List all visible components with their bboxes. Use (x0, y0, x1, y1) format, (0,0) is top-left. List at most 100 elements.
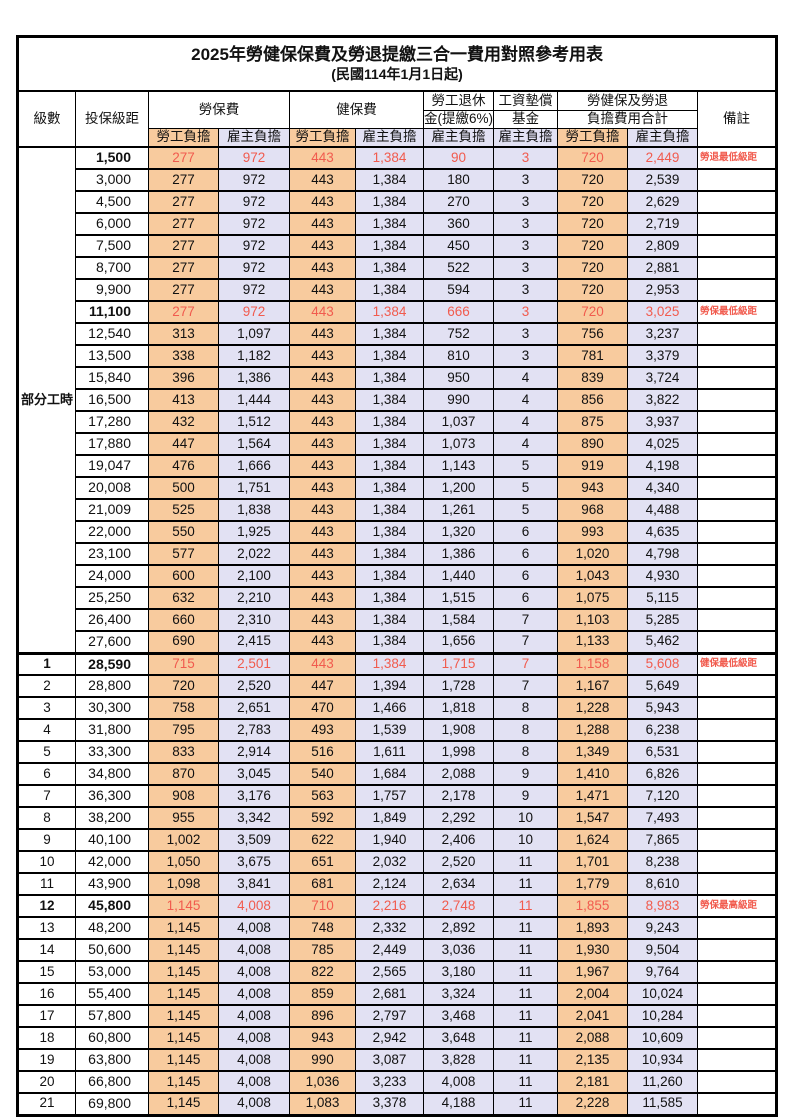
grade-cell: 17 (17, 1004, 76, 1028)
labor-employer-cell: 972 (218, 234, 290, 258)
total-employee-cell: 1,133 (557, 630, 628, 654)
wage-fund-employer-cell: 6 (493, 520, 558, 544)
health-employer-cell: 1,384 (355, 256, 424, 280)
pension-employer-cell: 3,828 (423, 1048, 494, 1072)
health-employee-cell: 443 (289, 278, 356, 302)
total-employer-cell: 8,983 (627, 894, 698, 918)
remark-cell (696, 234, 778, 258)
table-row: 8,700 277 972 443 1,384 522 3 720 2,881 (18, 256, 778, 280)
total-employee-cell: 1,103 (557, 608, 628, 632)
total-employee-cell: 993 (557, 520, 628, 544)
table-row: 7 36,300 908 3,176 563 1,757 2,178 9 1,471 7,120 (17, 784, 778, 808)
total-employee-cell: 1,893 (557, 916, 628, 940)
pension-employer-cell: 4,008 (423, 1070, 494, 1094)
pension-employer-cell: 1,728 (423, 674, 494, 698)
table-row: 12 45,800 1,145 4,008 710 2,216 2,748 11 1,855 8,… (17, 894, 778, 918)
table-row: 20 66,800 1,145 4,008 1,036 3,233 4,008 11 2,181… (17, 1070, 778, 1094)
wage-fund-employer-cell: 11 (493, 1048, 558, 1072)
bracket-cell: 15,840 (75, 366, 149, 390)
total-employee-cell: 1,471 (557, 784, 628, 808)
labor-employer-cell: 4,008 (218, 1026, 290, 1050)
labor-employer-cell: 4,008 (218, 960, 290, 984)
health-employee-cell: 516 (289, 740, 356, 764)
remark-cell (696, 586, 778, 610)
total-employer-cell: 2,719 (627, 212, 698, 236)
health-employee-cell: 443 (289, 542, 356, 566)
labor-employer-cell: 2,022 (218, 542, 290, 566)
wage-fund-employer-cell: 6 (493, 564, 558, 588)
labor-employee-cell: 1,145 (148, 938, 219, 962)
pension-employer-cell: 90 (423, 146, 494, 170)
column-header-bracket: 投保級距 (75, 90, 149, 148)
total-employer-cell: 5,115 (627, 586, 698, 610)
remark-cell (696, 740, 778, 764)
labor-employer-cell: 1,444 (218, 388, 290, 412)
health-employer-cell: 2,449 (355, 938, 424, 962)
total-employer-cell: 10,024 (627, 982, 698, 1006)
labor-employee-cell: 277 (148, 212, 219, 236)
pension-employer-cell: 1,200 (423, 476, 494, 500)
remark-cell (696, 982, 778, 1006)
pension-employer-cell: 594 (423, 278, 494, 302)
total-employer-cell: 11,260 (627, 1070, 698, 1094)
health-employee-cell: 443 (289, 454, 356, 478)
health-employee-cell: 443 (289, 410, 356, 434)
total-employee-cell: 943 (557, 476, 628, 500)
labor-employer-cell: 4,008 (218, 982, 290, 1006)
total-employer-cell: 3,379 (627, 344, 698, 368)
grade-cell: 14 (17, 938, 76, 962)
bracket-cell: 3,000 (75, 168, 149, 192)
health-employee-cell: 443 (289, 212, 356, 236)
bracket-cell: 17,880 (75, 432, 149, 456)
table-row: 18 60,800 1,145 4,008 943 2,942 3,648 11 2,088 10… (17, 1026, 778, 1050)
remark-cell: 健保最低級距 (696, 651, 778, 676)
labor-employee-cell: 277 (148, 146, 219, 170)
total-employer-cell: 5,285 (627, 608, 698, 632)
labor-employee-cell: 1,145 (148, 1070, 219, 1094)
grade-cell: 9 (17, 828, 76, 852)
column-header-labor-insurance: 勞保費 (148, 90, 290, 129)
subheader-health-employer: 雇主負擔 (355, 128, 424, 148)
health-employer-cell: 1,849 (355, 806, 424, 830)
grade-cell: 5 (17, 740, 76, 764)
health-employer-cell: 1,466 (355, 696, 424, 720)
pension-employer-cell: 752 (423, 322, 494, 346)
pension-employer-cell: 1,037 (423, 410, 494, 434)
labor-employee-cell: 795 (148, 718, 219, 742)
health-employer-cell: 1,940 (355, 828, 424, 852)
health-employer-cell: 3,087 (355, 1048, 424, 1072)
total-employer-cell: 3,822 (627, 388, 698, 412)
health-employee-cell: 443 (289, 476, 356, 500)
health-employer-cell: 2,124 (355, 872, 424, 896)
total-employee-cell: 1,855 (557, 894, 628, 918)
health-employee-cell: 443 (289, 344, 356, 368)
health-employer-cell: 1,384 (355, 432, 424, 456)
labor-employer-cell: 972 (218, 278, 290, 302)
remark-cell (696, 366, 778, 390)
wage-fund-employer-cell: 9 (493, 784, 558, 808)
pension-employer-cell: 2,088 (423, 762, 494, 786)
labor-employee-cell: 277 (148, 234, 219, 258)
remark-cell: 勞退最低級距 (696, 146, 778, 170)
column-header-wage-fund-line2: 基金 (493, 110, 558, 129)
remark-cell (696, 938, 778, 962)
labor-employee-cell: 632 (148, 586, 219, 610)
pension-employer-cell: 990 (423, 388, 494, 412)
table-row: 13 48,200 1,145 4,008 748 2,332 2,892 11 1,893 9,… (17, 916, 778, 940)
wage-fund-employer-cell: 4 (493, 410, 558, 434)
labor-employer-cell: 3,675 (218, 850, 290, 874)
total-employer-cell: 4,798 (627, 542, 698, 566)
pension-employer-cell: 1,261 (423, 498, 494, 522)
header-row-2: 金(提繳6%) 基金 負擔費用合計 (18, 110, 777, 129)
health-employee-cell: 443 (289, 520, 356, 544)
subheader-labor-employee: 勞工負擔 (148, 128, 219, 148)
header-row-1: 級數 投保級距 勞保費 健保費 勞工退休 工資墊償 勞健保及勞退 備註 (17, 90, 778, 148)
total-employee-cell: 720 (557, 146, 628, 170)
total-employee-cell: 781 (557, 344, 628, 368)
pension-employer-cell: 1,818 (423, 696, 494, 720)
total-employee-cell: 1,410 (557, 762, 628, 786)
table-row: 13,500 338 1,182 443 1,384 810 3 781 3,379 (18, 344, 778, 368)
pension-employer-cell: 3,324 (423, 982, 494, 1006)
health-employer-cell: 1,384 (355, 278, 424, 302)
